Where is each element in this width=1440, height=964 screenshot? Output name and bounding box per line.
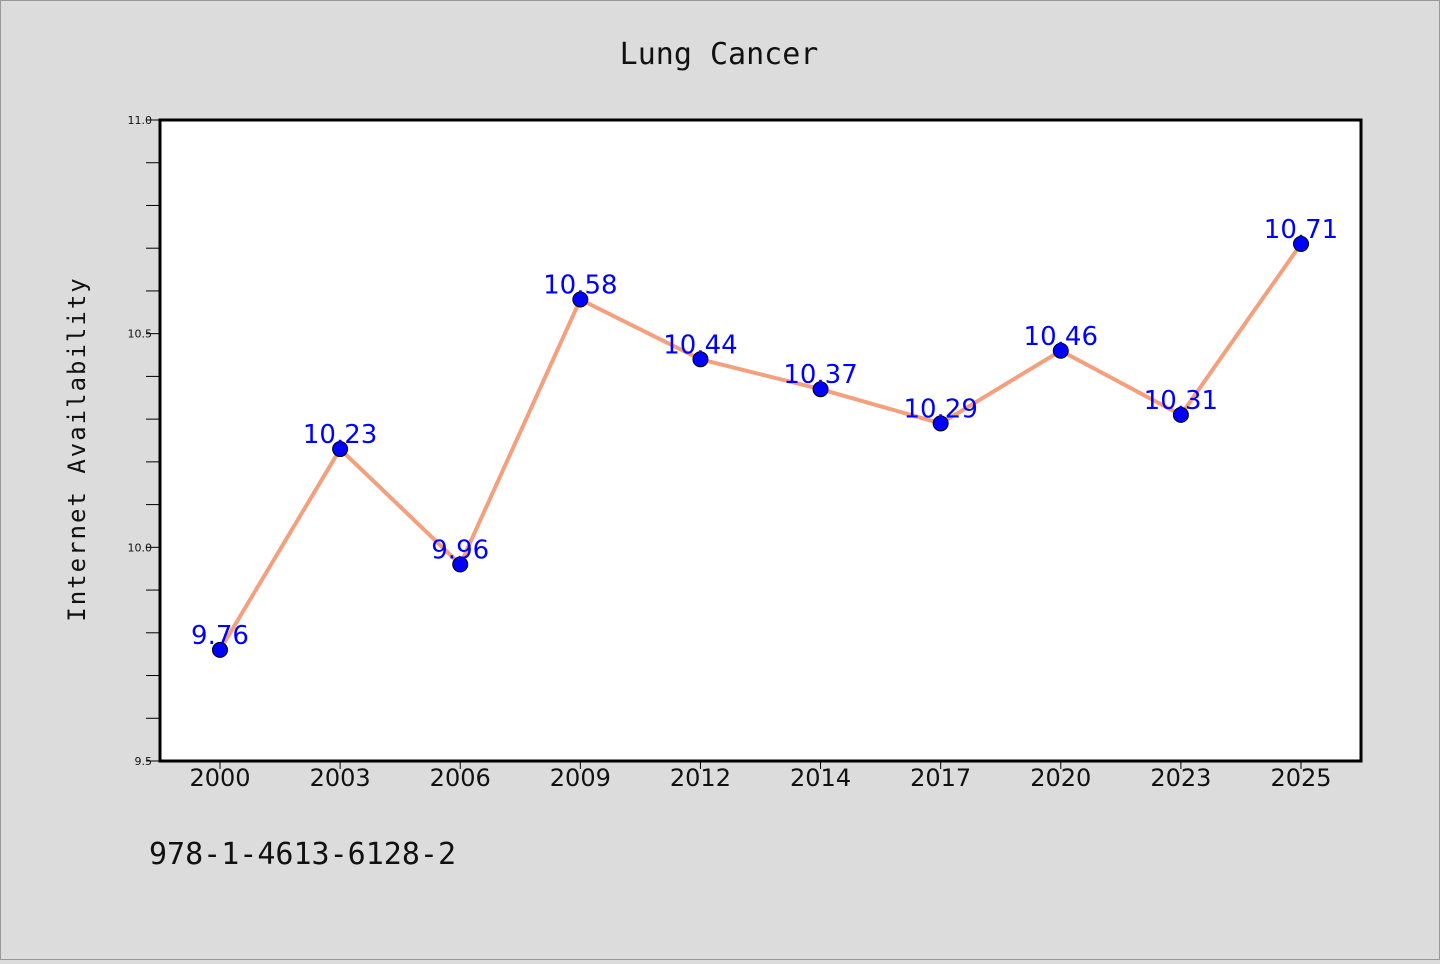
- y-tick-label: 10.5: [128, 328, 153, 341]
- y-tick-label: 10.0: [128, 541, 153, 554]
- data-point: [1052, 342, 1069, 359]
- data-label: 10.44: [663, 330, 737, 360]
- x-tick-label: 2017: [910, 764, 971, 792]
- x-tick-label: 2006: [430, 764, 491, 792]
- data-point: [932, 415, 949, 432]
- data-label: 10.37: [783, 360, 857, 390]
- series-line: [218, 242, 1303, 651]
- x-tick-label: 2014: [790, 764, 851, 792]
- data-point: [212, 641, 228, 658]
- data-point: [332, 441, 349, 458]
- data-label: 10.31: [1144, 386, 1218, 416]
- data-label: 10.71: [1264, 215, 1338, 245]
- data-labels-layer: 9.76 10.23 9.96 10.58 10.44 10.37 10.29 10.46 10…: [191, 215, 1338, 651]
- data-point: [1293, 235, 1309, 252]
- data-label: 10.29: [903, 394, 977, 424]
- y-axis-label: Internet Availability: [63, 276, 91, 621]
- y-axis: 9.5 10.0 10.5 11.0: [128, 114, 160, 768]
- data-label: 10.46: [1024, 322, 1098, 352]
- data-point: [452, 556, 469, 573]
- x-tick-label: 2023: [1150, 764, 1211, 792]
- plot-area: [158, 118, 1363, 763]
- data-point: [572, 291, 589, 308]
- data-point: [812, 381, 829, 398]
- y-tick-label: 9.5: [135, 755, 153, 768]
- data-label: 9.76: [191, 621, 249, 651]
- x-tick-label: 2012: [670, 764, 731, 792]
- data-label: 10.58: [543, 270, 617, 300]
- y-tick-label: 11.0: [128, 114, 153, 127]
- footnote-text: 978-1-4613-6128-2: [149, 837, 456, 872]
- series-layer: [212, 235, 1309, 658]
- x-tick-label: 2009: [550, 764, 611, 792]
- data-point: [1172, 406, 1189, 423]
- data-label: 10.23: [303, 420, 377, 450]
- x-tick-label: 2020: [1030, 764, 1091, 792]
- x-tick-label: 2025: [1270, 764, 1331, 792]
- data-point: [692, 351, 709, 368]
- chart-title: Lung Cancer: [620, 37, 819, 72]
- data-label: 9.96: [431, 535, 489, 565]
- x-axis: 2000 2003 2006 2009 2012 2014 2017 2020 2023 2025: [189, 761, 1332, 792]
- x-tick-label: 2000: [189, 764, 250, 792]
- x-tick-label: 2003: [310, 764, 371, 792]
